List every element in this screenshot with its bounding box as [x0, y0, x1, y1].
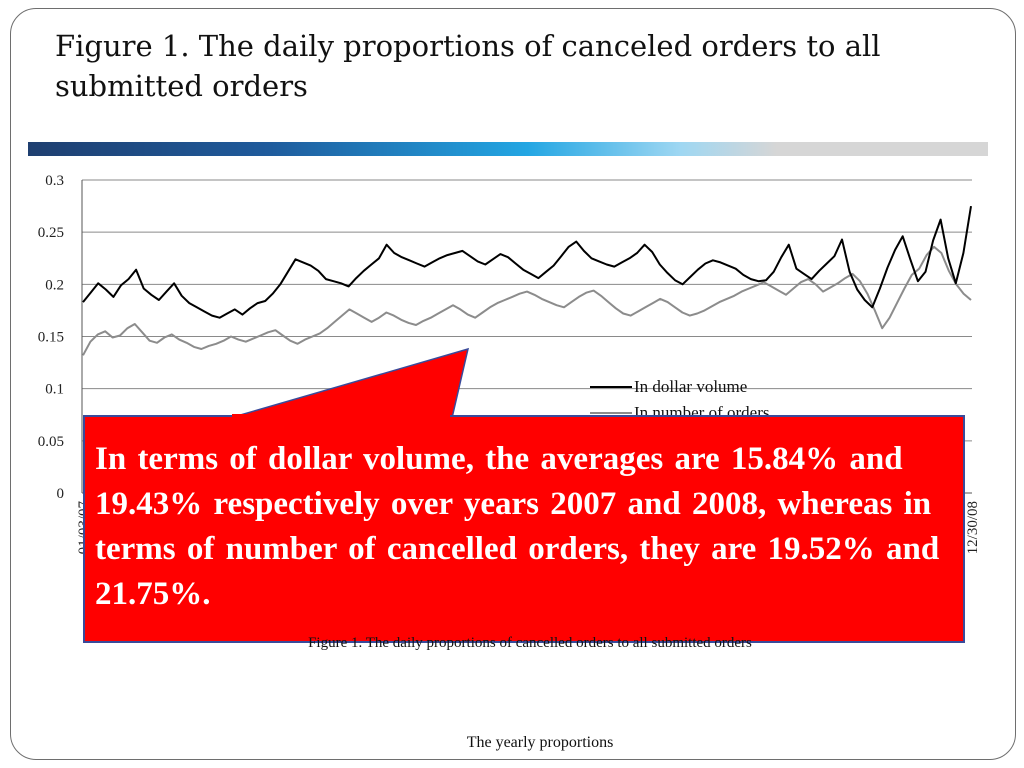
callout-join [232, 414, 450, 420]
callout-pointer [229, 347, 470, 419]
chart-caption: Figure 1. The daily proportions of cance… [308, 635, 752, 651]
series-line-in-dollar-volume [82, 205, 972, 319]
x-tick-label: 12/30/08 [965, 501, 981, 554]
callout-text: In terms of dollar volume, the averages … [95, 441, 940, 612]
accent-bar [28, 142, 988, 156]
y-tick-label: 0.15 [38, 330, 64, 346]
slide-title: Figure 1. The daily proportions of cance… [55, 29, 881, 103]
legend-label: In dollar volume [634, 377, 747, 396]
y-tick-label: 0 [57, 486, 65, 502]
y-tick-label: 0.1 [45, 382, 64, 398]
y-tick-label: 0.05 [38, 434, 64, 450]
callout-box [83, 415, 965, 643]
y-tick-label: 0.2 [45, 277, 64, 293]
slide-footer: The yearly proportions [466, 734, 614, 751]
chart-tick-labels: 00.050.10.150.20.250.301/03/0712/30/08 [38, 173, 981, 554]
callout-shape [83, 347, 965, 643]
y-tick-label: 0.3 [45, 173, 64, 189]
y-tick-label: 0.25 [38, 225, 64, 241]
series-line-in-number-of-orders [82, 245, 972, 356]
chart-series [82, 205, 972, 356]
